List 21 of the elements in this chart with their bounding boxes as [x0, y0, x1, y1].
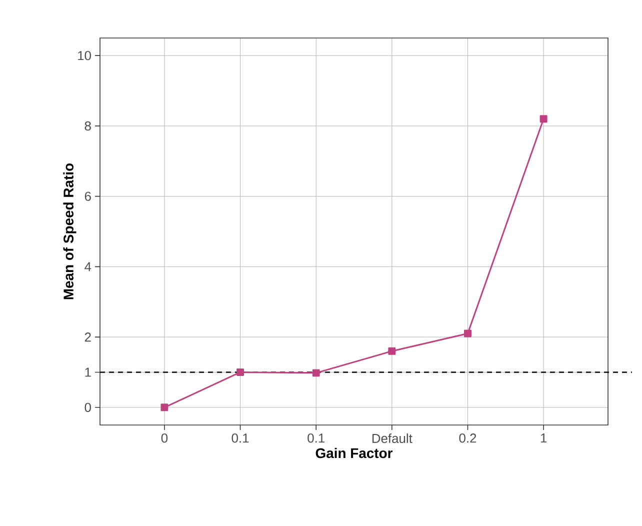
point	[312, 369, 320, 377]
x-tick-label: 0.1	[232, 434, 249, 443]
x-tick-label: 1	[540, 434, 547, 442]
y-tick-label: 2	[84, 332, 91, 342]
y-tick-label: 6	[84, 192, 91, 201]
y-tick-label: 4	[84, 262, 92, 272]
point	[540, 115, 548, 123]
x-tick-label: 0.2	[459, 434, 476, 443]
x-tick-label: Default	[372, 434, 412, 444]
y-axis-title: Mean of Speed Ratio	[63, 163, 76, 300]
x-tick-label: 0.1	[308, 434, 324, 443]
y-tick-label: 8	[84, 121, 91, 131]
x-tick-label: 0	[161, 434, 168, 443]
point	[464, 330, 472, 338]
point	[160, 404, 168, 412]
x-axis-title: Gain Factor	[316, 448, 393, 458]
y-tick-label: 1	[85, 368, 91, 377]
point	[388, 347, 396, 355]
point	[236, 368, 244, 376]
y-tick-label: 10	[78, 50, 91, 60]
y-tick-label: 0	[84, 402, 91, 412]
